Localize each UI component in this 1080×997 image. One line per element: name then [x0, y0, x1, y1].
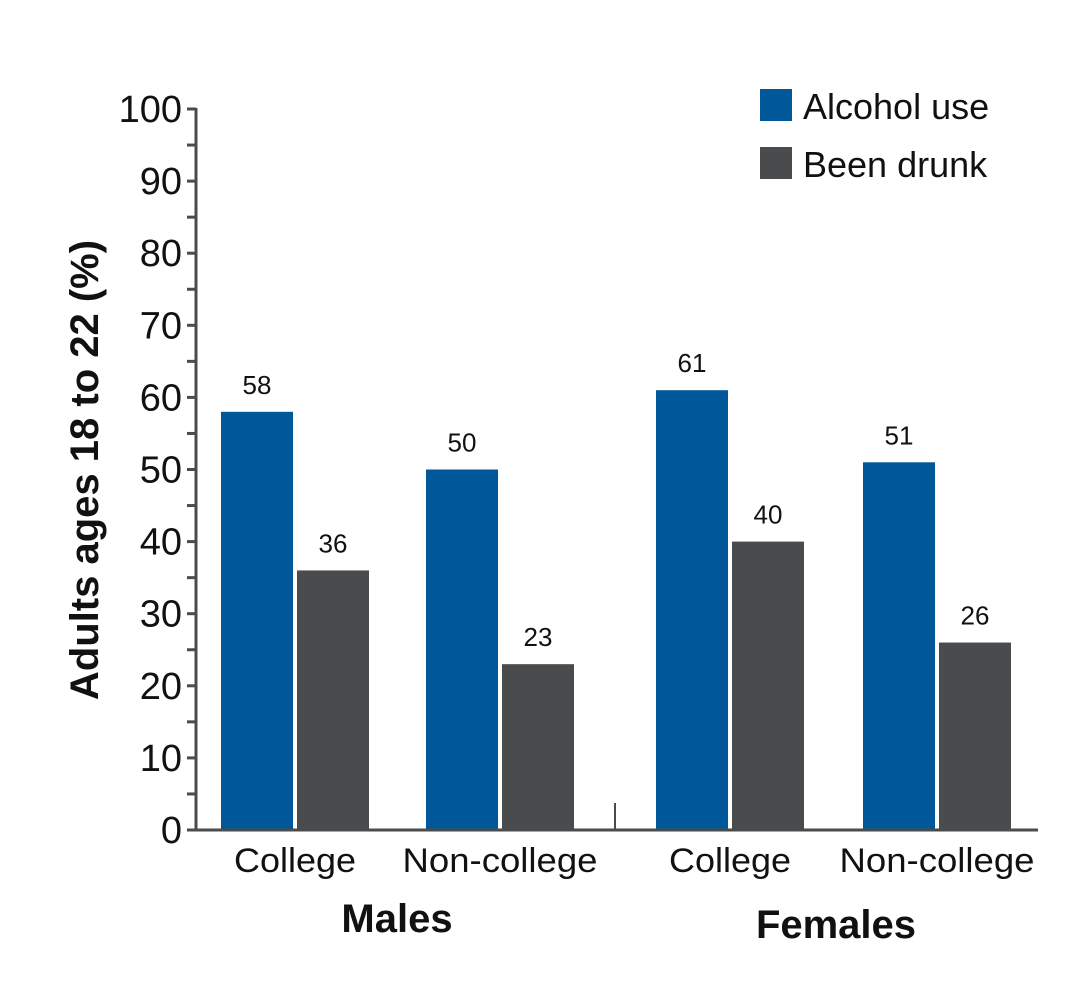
x-tick-label: College — [669, 842, 791, 880]
x-tick-label: College — [234, 842, 356, 880]
group-label: Females — [756, 903, 916, 947]
y-axis-label: Adults ages 18 to 22 (%) — [63, 240, 107, 700]
bar-been-drunk — [939, 642, 1011, 830]
y-tick-label: 80 — [140, 233, 182, 275]
y-tick-label: 30 — [140, 594, 182, 636]
data-label: 23 — [524, 622, 553, 652]
y-tick-label: 20 — [140, 666, 182, 708]
legend-swatch — [760, 147, 792, 179]
y-tick-label: 100 — [119, 89, 182, 131]
y-tick-label: 10 — [140, 738, 182, 780]
x-tick-label: Non-college — [840, 842, 1035, 880]
y-tick-label: 60 — [140, 377, 182, 419]
bar-alcohol-use — [221, 411, 293, 830]
bar-alcohol-use — [656, 390, 728, 830]
data-label: 40 — [754, 500, 783, 530]
bar-alcohol-use — [863, 462, 935, 830]
y-tick-label: 50 — [140, 450, 182, 492]
y-tick-label: 90 — [140, 161, 182, 203]
data-label: 26 — [961, 601, 990, 631]
category-labels: College Non-college College Non-college Male… — [234, 842, 1035, 947]
legend: Alcohol use Been drunk — [760, 86, 989, 185]
group-label: Males — [341, 897, 452, 941]
bar-alcohol-use — [426, 469, 498, 830]
legend-label: Been drunk — [803, 144, 988, 185]
data-label: 61 — [678, 348, 707, 378]
y-tick-label: 40 — [140, 522, 182, 564]
data-label: 36 — [319, 528, 348, 558]
legend-label: Alcohol use — [803, 86, 989, 127]
bar-been-drunk — [297, 570, 369, 830]
data-labels: 58 50 61 51 36 23 40 26 — [243, 348, 990, 652]
bar-been-drunk — [732, 541, 804, 830]
x-tick-label: Non-college — [403, 842, 598, 880]
bar-been-drunk — [502, 664, 574, 830]
data-label: 58 — [243, 370, 272, 400]
y-tick-label: 0 — [161, 810, 182, 852]
data-label: 51 — [885, 420, 914, 450]
bars — [221, 390, 1011, 830]
y-tick-label: 70 — [140, 305, 182, 347]
y-axis-ticks: 0 10 20 30 40 50 60 70 80 90 100 — [119, 89, 196, 852]
legend-swatch — [760, 89, 792, 121]
data-label: 50 — [448, 428, 477, 458]
